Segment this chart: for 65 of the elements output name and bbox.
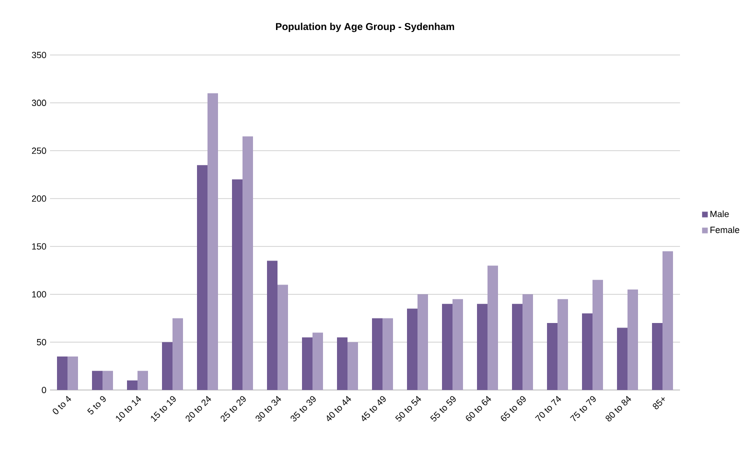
bar (348, 342, 358, 390)
bar (57, 356, 68, 390)
bar (278, 284, 288, 390)
bar (488, 266, 498, 390)
bar (582, 313, 593, 390)
x-tick-label: 60 to 64 (466, 396, 492, 422)
bar (162, 342, 172, 390)
y-tick-label: 200 (32, 195, 46, 202)
x-tick-label: 5 to 9 (87, 396, 106, 414)
bar (232, 179, 243, 390)
bar (452, 299, 464, 390)
y-tick-label: 50 (36, 338, 46, 346)
x-tick-label: 55 to 59 (430, 396, 456, 422)
x-tick-label: 65 to 69 (500, 396, 526, 422)
bar (208, 93, 218, 390)
x-tick-label: 40 to 44 (326, 396, 352, 422)
bar (547, 323, 558, 390)
x-tick-label: 25 to 29 (220, 396, 246, 422)
bar (652, 323, 663, 390)
x-tick-label: 15 to 19 (150, 396, 176, 422)
bar (382, 318, 394, 390)
bar (558, 299, 568, 390)
bar (172, 318, 183, 390)
bar (617, 328, 628, 390)
x-tick-label: 20 to 24 (186, 396, 212, 422)
y-tick-label: 100 (32, 291, 46, 298)
x-tick-label: 80 to 84 (606, 396, 632, 422)
bar (102, 370, 113, 390)
bar (242, 136, 254, 390)
y-tick-label: 300 (32, 100, 46, 106)
x-tick-label: 0 to 4 (52, 396, 72, 414)
bar (592, 280, 604, 390)
bar (197, 165, 208, 390)
x-tick-label: 75 to 79 (570, 396, 596, 422)
bar (302, 337, 313, 390)
bar (337, 337, 348, 390)
x-tick-label: 45 to 49 (362, 396, 386, 422)
legend-label: Male (710, 210, 729, 218)
bar (127, 380, 138, 390)
x-tick-label: 70 to 74 (534, 396, 562, 422)
x-tick-label: 85+ (652, 397, 665, 410)
chart-title: Population by Age Group - Sydenham (276, 22, 454, 32)
bar (407, 308, 418, 390)
y-tick-label: 0 (42, 386, 46, 394)
bar (442, 304, 453, 390)
x-tick-label: 10 to 14 (116, 396, 142, 422)
y-tick-label: 250 (32, 148, 46, 154)
bar (138, 370, 148, 390)
legend-label: Female (710, 226, 740, 234)
bar (312, 332, 324, 390)
bar (662, 251, 674, 390)
x-tick-label: 50 to 54 (395, 396, 422, 422)
bar (512, 304, 523, 390)
bar (92, 370, 102, 390)
x-tick-label: 30 to 34 (256, 396, 282, 422)
y-tick-label: 350 (32, 52, 46, 58)
x-tick-label: 35 to 39 (290, 396, 316, 422)
bar (477, 304, 488, 390)
bar (68, 356, 78, 390)
bar (522, 294, 534, 390)
bar (267, 260, 278, 390)
bar (628, 290, 638, 390)
bar (418, 294, 428, 390)
y-tick-label: 150 (32, 243, 46, 250)
bar (372, 318, 383, 390)
